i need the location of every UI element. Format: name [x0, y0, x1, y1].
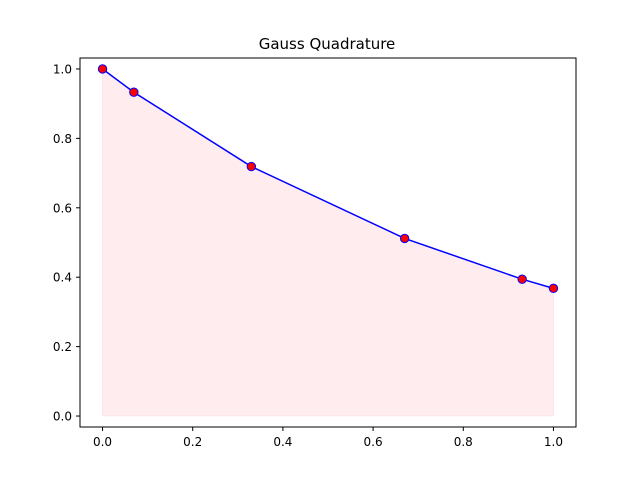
y-tick-label: 0.8: [53, 132, 72, 146]
y-tick-label: 0.2: [53, 340, 72, 354]
x-tick-label: 0.0: [93, 435, 112, 449]
x-tick-label: 1.0: [544, 435, 563, 449]
y-axis-ticks: 0.0 0.2 0.4 0.6 0.8 1.0: [53, 62, 80, 424]
data-point-1: [129, 87, 139, 97]
series-line: [102, 68, 554, 290]
x-tick-label: 0.6: [364, 435, 383, 449]
x-axis-ticks: 0.0 0.2 0.4 0.6 0.8 1.0: [93, 427, 563, 449]
y-tick-label: 0.4: [53, 271, 72, 285]
y-tick-label: 0.0: [53, 410, 72, 424]
fill-layer: [102, 67, 554, 417]
x-tick-label: 0.4: [273, 435, 292, 449]
y-tick-label: 0.6: [53, 201, 72, 215]
data-point-0: [97, 64, 108, 74]
plot-area: [97, 64, 559, 417]
chart-title: Gauss Quadrature: [259, 35, 396, 53]
area-under-curve: [102, 67, 554, 417]
data-point-4: [517, 274, 527, 284]
data-point-3: [399, 233, 410, 244]
data-point-2: [246, 161, 257, 172]
x-tick-label: 0.8: [454, 435, 473, 449]
marker-layer: [97, 64, 559, 294]
axes-frame: [79, 57, 577, 428]
data-point-5: [548, 283, 559, 294]
x-tick-label: 0.2: [183, 435, 202, 449]
y-tick-label: 1.0: [53, 62, 72, 76]
line-layer: [102, 68, 554, 290]
